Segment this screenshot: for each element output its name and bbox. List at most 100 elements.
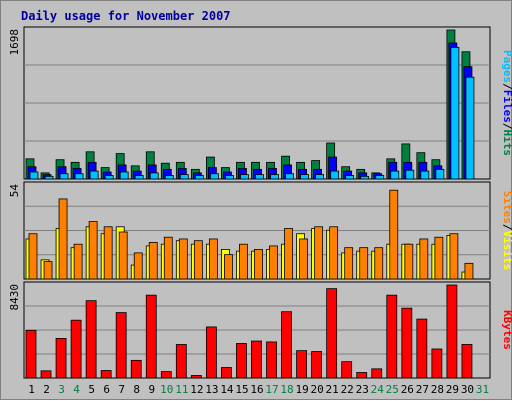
bar-sites-day-10 [163,236,173,280]
bar-pages-day-23 [360,175,370,180]
x-tick-label: 7 [118,383,125,396]
bar-pages-day-21 [330,170,340,180]
bar-sites-day-21 [329,226,339,280]
bar-kbytes-day-6 [100,370,112,379]
bar-sites-day-8 [133,252,143,280]
x-tick-label: 10 [160,383,173,396]
x-tick-label: 17 [265,383,278,396]
x-tick-label: 21 [326,383,339,396]
bar-sites-day-13 [208,238,218,280]
bar-kbytes-day-2 [40,370,52,379]
bar-sites-day-27 [419,238,429,280]
legend-entry: / [501,123,512,130]
x-tick-label: 8 [133,383,140,396]
x-tick-label: 3 [58,383,65,396]
bar-pages-day-8 [134,175,144,180]
x-tick-label: 20 [311,383,324,396]
bar-pages-day-4 [74,173,84,180]
bar-sites-day-18 [284,228,293,280]
x-tick-label: 22 [341,383,354,396]
bar-pages-day-30 [465,76,475,180]
bar-sites-day-12 [193,240,203,280]
bar-kbytes-day-1 [25,329,37,379]
bar-sites-day-16 [254,249,263,280]
x-tick-label: 28 [431,383,444,396]
legend-entry: KBytes [501,310,512,350]
chart-title: Daily usage for November 2007 [21,9,231,23]
bar-sites-day-4 [73,243,83,280]
bar-kbytes-day-24 [371,368,383,379]
legend-entry: Pages [501,50,512,83]
bar-sites-day-6 [103,226,113,280]
x-tick-label: 4 [73,383,80,396]
bar-sites-day-26 [404,243,414,280]
bar-sites-day-7 [118,231,128,280]
legend-entry: / [501,224,512,231]
bar-kbytes-day-21 [326,288,338,379]
bar-kbytes-day-10 [160,371,172,379]
legend-kbytes: KBytes [501,310,512,350]
bar-pages-day-10 [164,175,174,180]
bar-pages-day-6 [104,175,114,180]
bar-kbytes-day-29 [446,284,458,379]
bar-sites-day-1 [28,233,38,280]
y-max-label: 1698 [8,29,21,56]
x-tick-label: 27 [416,383,429,396]
bar-kbytes-day-3 [55,337,67,379]
bar-pages-day-17 [270,174,279,180]
x-axis-labels: 1 2 3 4 5 6 7 8 9 10 11 12 13 14 15 16 17 18 19 20 21 22 23 24 2… [28,383,489,396]
bar-pages-day-24 [375,175,385,180]
bar-pages-day-9 [149,172,159,180]
x-tick-label: 18 [280,383,293,396]
bar-pages-day-28 [435,168,445,180]
x-tick-label: 6 [103,383,110,396]
bar-pages-day-3 [59,173,69,180]
legend-entry: Sites [501,191,512,224]
bar-kbytes-day-9 [145,294,157,379]
bar-pages-day-20 [315,174,325,180]
x-tick-label: 25 [386,383,399,396]
panel-visits-sites: 54 Sites/Visits [8,181,512,280]
x-tick-label: 13 [205,383,218,396]
bar-sites-day-5 [88,221,98,280]
bar-kbytes-day-25 [386,294,398,379]
x-tick-label: 24 [371,383,385,396]
bar-kbytes-day-30 [461,344,473,379]
x-tick-label: 15 [235,383,248,396]
bar-sites-day-19 [299,238,308,280]
bar-sites-day-11 [178,238,188,280]
bar-kbytes-day-19 [296,350,307,379]
x-tick-label: 23 [356,383,369,396]
bar-kbytes-day-26 [401,307,413,379]
bar-kbytes-day-5 [85,300,97,379]
bar-pages-day-5 [89,170,99,180]
bar-pages-day-12 [194,175,204,180]
y-max-label: 8430 [8,284,21,311]
bar-sites-day-22 [344,247,354,280]
bar-pages-day-27 [420,170,430,180]
x-tick-label: 30 [461,383,474,396]
bar-pages-day-16 [255,174,264,180]
bar-kbytes-day-18 [281,311,292,379]
bar-kbytes-day-16 [251,340,262,379]
bar-pages-day-11 [179,174,189,180]
bar-sites-day-28 [434,236,444,280]
chart-panels: 1698Pages/Files/Hits54Sites/Visits8430KB… [8,26,512,379]
legend-visits-sites: Sites/Visits [501,191,512,271]
bar-pages-day-7 [119,171,129,180]
legend-entry: / [501,83,512,90]
bar-kbytes-day-22 [341,361,353,379]
bar-pages-day-25 [390,170,400,180]
bar-pages-day-18 [285,173,294,180]
bar-pages-day-1 [29,171,39,180]
bar-pages-day-26 [405,169,415,180]
x-tick-label: 2 [43,383,50,396]
bar-sites-day-2 [43,261,53,280]
x-tick-label: 19 [295,383,308,396]
bar-pages-day-14 [225,175,234,180]
x-tick-label: 14 [220,383,234,396]
bar-kbytes-day-14 [221,367,232,379]
bar-sites-day-23 [359,247,369,280]
